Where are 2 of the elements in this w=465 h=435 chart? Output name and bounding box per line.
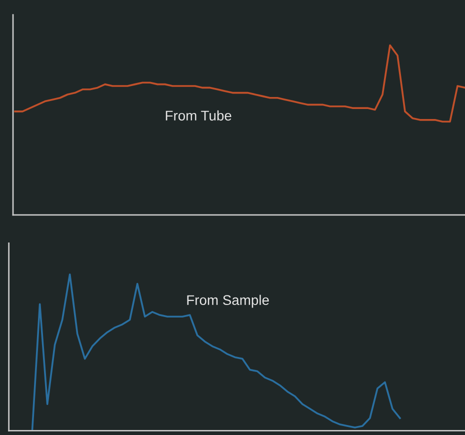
annotation: From Tube — [166, 110, 232, 121]
annotation: From Sample — [187, 294, 269, 308]
